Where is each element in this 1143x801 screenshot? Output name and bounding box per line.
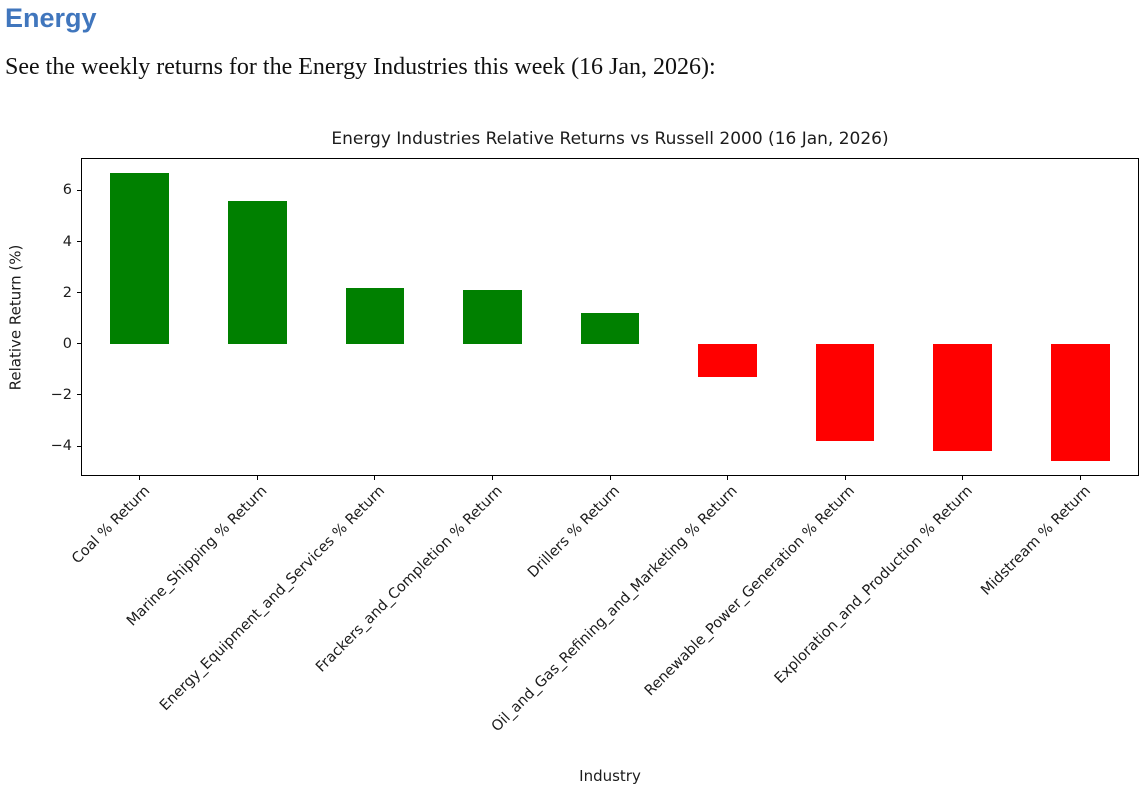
x-tick-mark bbox=[374, 476, 376, 480]
x-tick-mark bbox=[491, 476, 493, 480]
chart-title: Energy Industries Relative Returns vs Ru… bbox=[331, 129, 889, 149]
x-tick-mark bbox=[962, 476, 964, 480]
intro-text: See the weekly returns for the Energy In… bbox=[5, 54, 716, 80]
bar-marine_shipping bbox=[227, 200, 287, 344]
y-tick-mark bbox=[77, 343, 81, 345]
bar-frackers_and_completion bbox=[463, 290, 522, 344]
bar-coal bbox=[110, 172, 170, 344]
y-tick-mark bbox=[77, 189, 81, 191]
x-axis-label: Industry bbox=[579, 767, 641, 785]
y-tick-mark bbox=[77, 241, 81, 243]
x-tick-mark bbox=[139, 476, 141, 480]
y-tick-mark bbox=[77, 292, 81, 294]
bar-exploration_and_production bbox=[933, 343, 993, 452]
y-axis-label-text: Relative Return (%) bbox=[6, 244, 25, 390]
x-tick-mark bbox=[727, 476, 729, 480]
bar-midstream bbox=[1050, 343, 1110, 462]
bar-drillers bbox=[580, 313, 640, 344]
bar-oil_and_gas_refining_and_marketing bbox=[698, 343, 757, 378]
bar-renewable_power_generation bbox=[815, 343, 875, 441]
section-heading: Energy bbox=[5, 3, 97, 33]
x-tick-mark bbox=[256, 476, 258, 480]
bar-energy_equipment_and_services bbox=[345, 287, 405, 344]
y-tick-mark bbox=[77, 394, 81, 396]
y-tick-mark bbox=[77, 445, 81, 447]
x-tick-mark bbox=[844, 476, 846, 480]
x-tick-mark bbox=[1079, 476, 1081, 480]
x-tick-mark bbox=[609, 476, 611, 480]
